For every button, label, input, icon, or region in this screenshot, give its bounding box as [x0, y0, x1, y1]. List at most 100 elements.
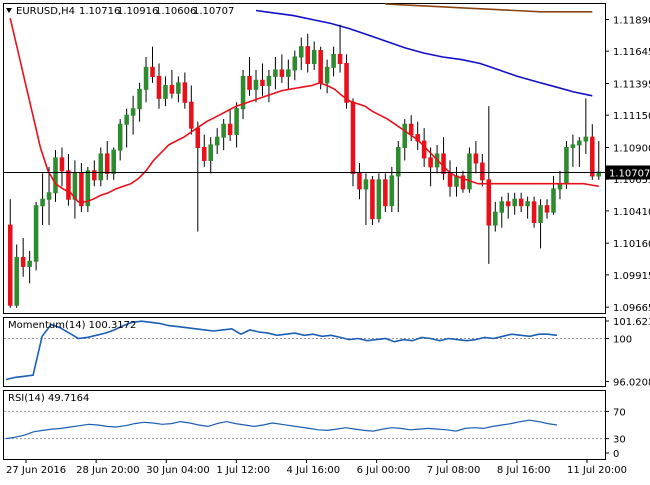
candle-body	[376, 179, 382, 220]
price-tick-label: 1.11645	[613, 47, 650, 58]
candle-body	[447, 172, 453, 187]
candle	[46, 166, 52, 226]
candle	[279, 54, 285, 83]
candle	[221, 119, 226, 151]
momentum-tick-label: 96.0208	[613, 377, 650, 388]
candle-body	[176, 82, 181, 94]
candle	[415, 121, 420, 151]
candle	[59, 147, 65, 187]
candle	[311, 41, 317, 70]
time-tick-label: 1 Jul 12:00	[216, 465, 270, 476]
current-price-box	[606, 165, 650, 180]
candle	[273, 57, 278, 90]
candle	[98, 147, 104, 187]
time-tick-label: 4 Jul 16:00	[287, 465, 341, 476]
candle	[163, 76, 168, 107]
candlestick-layer	[4, 18, 605, 308]
time-tick-label: 8 Jul 16:00	[497, 465, 551, 476]
candle-body	[286, 69, 291, 77]
ma-mid-line	[255, 9, 593, 97]
candle	[247, 57, 252, 96]
triangle-down-icon[interactable]	[6, 8, 12, 13]
rsi-panel-frame	[3, 390, 606, 460]
candle	[376, 173, 382, 223]
candle-body	[266, 75, 272, 86]
candle-body	[117, 123, 123, 151]
candle-body	[551, 188, 556, 213]
candle-body	[460, 175, 466, 190]
candle-body	[428, 157, 433, 168]
candle	[538, 199, 543, 249]
candle	[117, 119, 123, 161]
momentum-title: Momentum(14) 100.3172	[8, 320, 136, 331]
time-tick-label: 30 Jun 04:00	[146, 465, 210, 476]
candle-body	[350, 101, 356, 174]
candle-body	[137, 88, 142, 110]
chart-header: EURUSD,H4 1.10716 1.10916 1.10606 1.1070…	[6, 6, 234, 17]
axis-layer: 1.11890 1.11645 1.11395 1.11150 1.10900 1.106…	[6, 16, 650, 476]
candle-body	[98, 153, 104, 181]
candle	[596, 141, 602, 180]
candle-body	[279, 69, 285, 77]
candle	[234, 102, 239, 148]
candle-body	[499, 201, 505, 213]
price-tick-label: 1.10410	[613, 207, 650, 218]
candle	[111, 147, 116, 180]
candle-body	[570, 144, 576, 149]
rsi-tick-label: 0	[613, 449, 619, 460]
candle	[72, 160, 78, 219]
momentum-panel-frame	[3, 317, 606, 387]
candle	[577, 137, 582, 167]
high-value: 1.10916	[117, 6, 158, 17]
momentum-tick-label: 100	[613, 335, 632, 346]
candle	[130, 95, 136, 135]
candle-body	[59, 157, 65, 172]
candle	[331, 46, 336, 77]
candle-body	[40, 198, 45, 207]
candle	[583, 98, 589, 154]
candle	[79, 163, 84, 213]
candle	[480, 153, 485, 187]
candle-body	[124, 114, 129, 125]
candle-body	[247, 75, 252, 90]
rsi-title: RSI(14) 49.7164	[8, 393, 89, 404]
price-panel-frame	[3, 3, 606, 314]
candle	[389, 166, 395, 213]
candle	[383, 173, 388, 213]
candle	[40, 173, 45, 226]
candle-body	[189, 101, 194, 129]
candle-body	[130, 108, 136, 116]
candle	[195, 121, 201, 232]
candle-body	[408, 123, 414, 136]
candle	[156, 63, 162, 109]
candle-body	[493, 211, 498, 226]
candle	[493, 201, 498, 232]
ma-slow-line	[385, 3, 593, 13]
candle-body	[544, 205, 550, 213]
candle-body	[531, 201, 537, 223]
candle	[189, 85, 194, 135]
candle	[253, 69, 259, 103]
price-tick-label: 1.09915	[613, 271, 650, 282]
candle-body	[33, 205, 39, 262]
candle-body	[46, 192, 52, 200]
candle	[227, 108, 233, 142]
price-tick-label: 1.10900	[613, 144, 650, 155]
candle	[570, 134, 576, 167]
candle	[531, 196, 537, 228]
candle-body	[344, 62, 349, 103]
candle-body	[182, 82, 188, 103]
candle	[169, 69, 175, 99]
candle	[324, 59, 330, 94]
rsi-line	[5, 419, 558, 440]
candle	[14, 244, 19, 308]
candle-body	[564, 147, 569, 185]
candle-body	[214, 136, 220, 146]
moving-average-layer	[255, 3, 593, 97]
candle-body	[337, 53, 343, 64]
candle-body	[421, 140, 427, 159]
candle-body	[253, 79, 259, 90]
candle	[176, 76, 181, 103]
candle-body	[221, 123, 226, 138]
